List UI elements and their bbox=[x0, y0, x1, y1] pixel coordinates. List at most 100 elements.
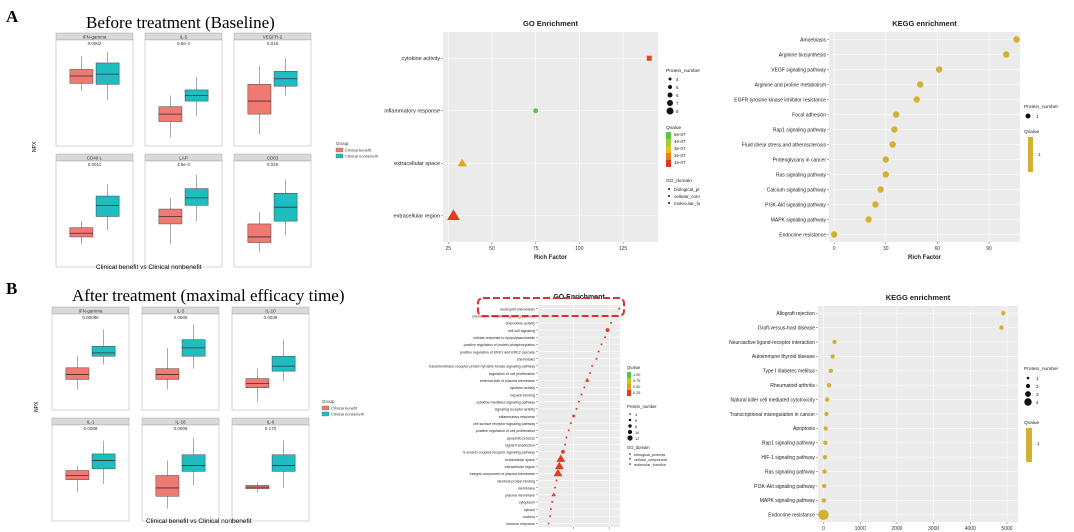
facet-pvalue: 0.170 bbox=[265, 426, 277, 431]
category-label: Endocrine resistance bbox=[779, 232, 826, 238]
facet-label: IL-1 bbox=[87, 419, 95, 424]
data-point bbox=[889, 141, 896, 148]
category-label: plasma membrane bbox=[505, 494, 535, 498]
data-point bbox=[822, 455, 828, 460]
legend-domain-dot bbox=[668, 195, 670, 197]
legend-color-bar bbox=[666, 139, 671, 146]
category-label: PI3K-Akt signaling pathway bbox=[754, 484, 815, 490]
legend-size-label: 7 bbox=[676, 101, 679, 106]
legend-domain-label: biological_process bbox=[634, 453, 665, 457]
legend-color-bar bbox=[666, 146, 671, 153]
data-point bbox=[832, 339, 837, 345]
data-point bbox=[999, 325, 1004, 330]
category-label: neutrophil chemotaxis bbox=[500, 307, 535, 311]
legend-size-title: Protein_number bbox=[627, 404, 657, 409]
facet-pvalue: 0.0089 bbox=[84, 426, 98, 431]
category-label: PI3K-Akt signaling pathway bbox=[765, 202, 826, 208]
legend-color-bar bbox=[1028, 137, 1033, 172]
data-point bbox=[549, 515, 552, 518]
x-tick-label: 5000 bbox=[1001, 526, 1012, 532]
legend-size-label: 6 bbox=[635, 419, 637, 423]
legend-size-dot bbox=[628, 424, 632, 428]
category-label: heparin binding bbox=[510, 393, 535, 397]
data-point bbox=[567, 429, 570, 432]
box-benefit bbox=[155, 368, 180, 380]
box-benefit bbox=[245, 378, 270, 388]
x-tick-label: 90 bbox=[986, 246, 992, 252]
data-point-triangle bbox=[457, 158, 467, 167]
category-label: cytosol bbox=[524, 508, 535, 512]
data-point bbox=[551, 500, 554, 503]
data-point bbox=[877, 186, 884, 193]
data-point bbox=[823, 440, 828, 445]
facet-pvalue: 0.018 bbox=[267, 41, 279, 46]
data-point bbox=[533, 108, 539, 114]
data-point bbox=[882, 171, 889, 178]
panel-b-boxplots: IFN-gamma 0.00086 IL-5 0.0089 IL-10 0.0039 IL-… bbox=[51, 306, 310, 522]
box-benefit bbox=[247, 223, 272, 243]
category-label: Fluid shear stress and atherosclerosis bbox=[742, 142, 827, 148]
data-point bbox=[818, 509, 829, 520]
legend-size-dot bbox=[668, 85, 672, 89]
category-label: extracellular space bbox=[505, 458, 535, 462]
facet-panel bbox=[51, 424, 130, 522]
category-label: Arginine and proline metabolism bbox=[755, 82, 826, 88]
facet-panel bbox=[141, 313, 220, 411]
x-tick-label: 0 bbox=[833, 246, 836, 252]
facet-label: IL-5 bbox=[180, 34, 188, 39]
legend-color-bar bbox=[666, 153, 671, 160]
category-label: cytokine-mediated signaling pathway bbox=[476, 400, 535, 404]
facet-panel bbox=[55, 39, 134, 147]
facet-panel bbox=[141, 424, 220, 522]
category-label: inflammatory response bbox=[384, 109, 440, 115]
data-point-square bbox=[646, 55, 652, 61]
category-label: EGFR tyrosine kinase inhibitor resistanc… bbox=[734, 97, 826, 103]
legend-color-label: 3e-07 bbox=[674, 146, 686, 151]
legend-color-label: 1.00 bbox=[633, 373, 640, 377]
facet-label: IL-6 bbox=[267, 419, 275, 424]
legend-size-label: 4 bbox=[635, 413, 637, 417]
panel-b-xcaption: Clinical benefit vs Clinical nonbenefit bbox=[146, 518, 252, 525]
legend-size-label: 2 bbox=[1036, 384, 1039, 389]
facet-pvalue: 0.0002 bbox=[88, 41, 102, 46]
legend-title: Group bbox=[322, 399, 335, 404]
data-point bbox=[824, 397, 830, 402]
category-label: Natural killer cell mediated cytotoxicit… bbox=[731, 397, 816, 403]
legend-color-bar bbox=[1026, 428, 1032, 462]
box-nonbenefit bbox=[271, 454, 296, 472]
data-point bbox=[822, 469, 827, 474]
x-tick-label: 75 bbox=[533, 246, 539, 252]
category-label: extracellular region bbox=[394, 214, 440, 220]
box-nonbenefit bbox=[95, 195, 120, 217]
legend-size-label: 3 bbox=[1036, 392, 1039, 397]
legend-domain-label: molecular_function bbox=[634, 463, 666, 467]
facet-label: IFN-gamma bbox=[79, 308, 103, 313]
legend-size-title: Protein_number bbox=[1024, 366, 1059, 372]
data-point-triangle bbox=[553, 468, 563, 477]
data-point bbox=[555, 479, 558, 482]
data-point bbox=[882, 156, 889, 163]
legend-size-dot bbox=[1025, 391, 1031, 397]
data-point bbox=[549, 508, 552, 511]
legend-swatch bbox=[335, 147, 344, 153]
data-point bbox=[1013, 36, 1020, 43]
data-point bbox=[583, 386, 586, 389]
legend-size-dot bbox=[1025, 383, 1031, 389]
data-point bbox=[572, 414, 576, 418]
box-nonbenefit bbox=[271, 355, 296, 372]
legend-size-label: 1 bbox=[1036, 114, 1039, 119]
data-point bbox=[916, 81, 924, 88]
x-tick-label: 4000 bbox=[965, 526, 976, 532]
facet-pvalue: 0.0089 bbox=[174, 315, 188, 320]
data-point bbox=[1001, 311, 1006, 316]
plot-background bbox=[443, 32, 658, 242]
category-label: Rheumatoid arthritis bbox=[770, 383, 815, 389]
category-label: membrane bbox=[518, 486, 535, 490]
legend-swatch bbox=[321, 405, 330, 411]
highlight-dashed-box bbox=[477, 297, 625, 317]
legend-domain-dot bbox=[668, 202, 670, 204]
category-label: positive regulation of ERK1 and ERK2 cas… bbox=[460, 350, 535, 354]
x-axis-label: Rich Factor bbox=[908, 255, 942, 261]
data-point bbox=[830, 231, 838, 238]
